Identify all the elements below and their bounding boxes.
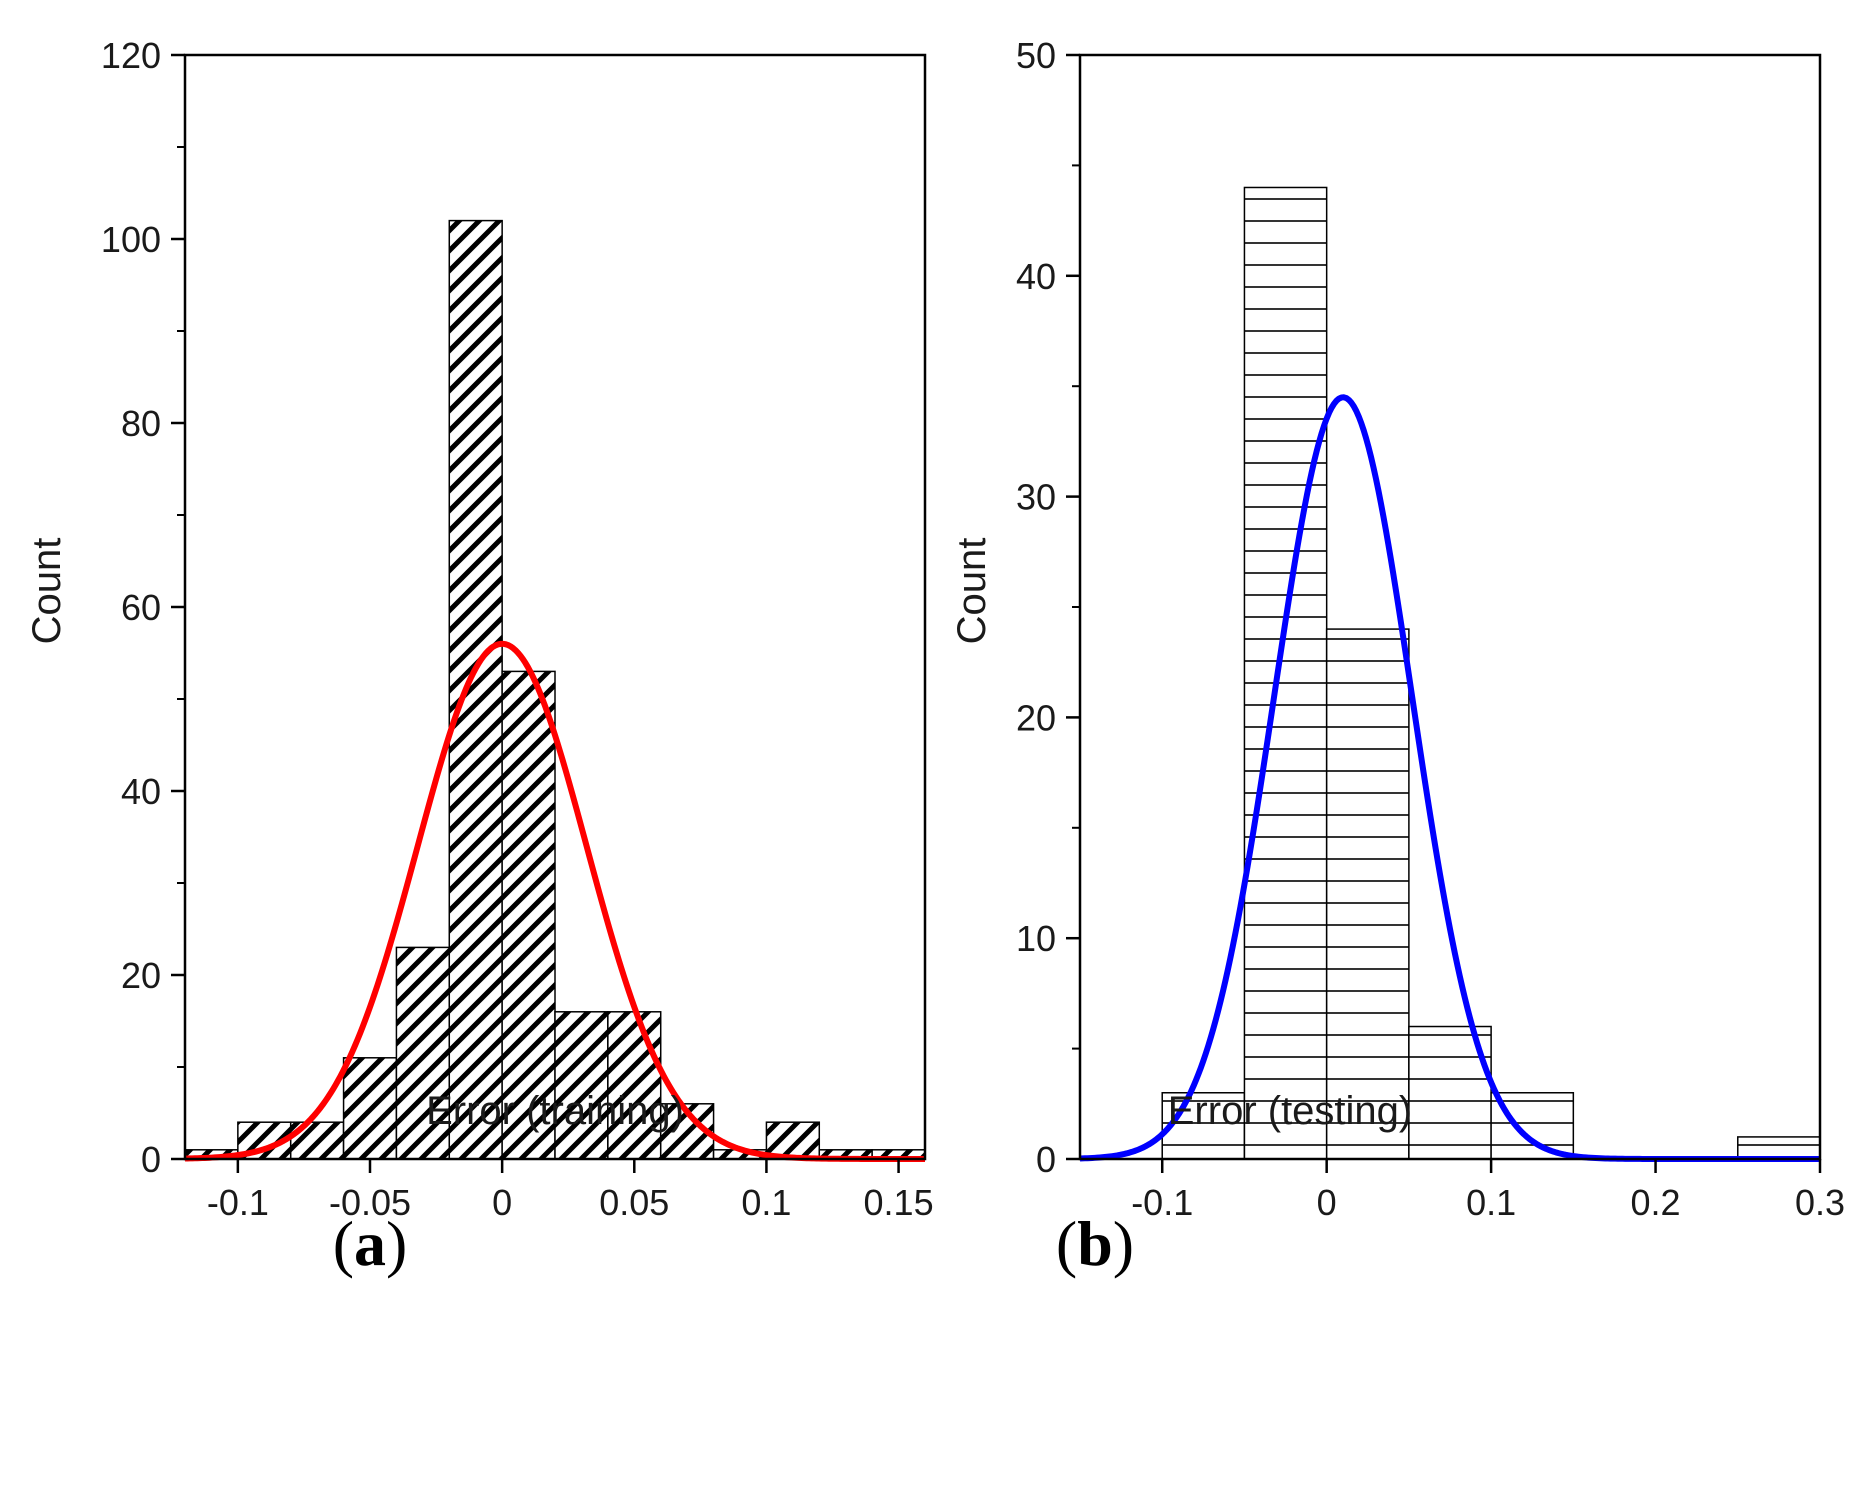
panel-a-ytick-label-5: 100 — [101, 219, 161, 260]
panel-b-xtick-label-3: 0.2 — [1631, 1182, 1681, 1223]
panel-b-xtick-label-2: 0.1 — [1466, 1182, 1516, 1223]
panel-a-xtick-label-2: 0 — [492, 1182, 512, 1223]
panel-b-xlabel: Error (testing) — [1168, 1089, 1413, 1133]
panel-b-xtick-label-4: 0.3 — [1795, 1182, 1845, 1223]
panel-a-bar-6 — [501, 670, 556, 1160]
panel-a-ytick-label-6: 120 — [101, 35, 161, 76]
panel-b-testing: 0 10 20 30 40 50 -0.1 0 0.1 0.2 0.3 Count Error (t… — [950, 35, 1845, 1279]
panel-b-bar-3 — [1408, 1025, 1492, 1160]
panel-b-ytick-label-0: 0 — [1036, 1139, 1056, 1180]
panel-a-bar-3 — [342, 1057, 398, 1160]
panel-b-bar-1 — [1243, 186, 1328, 1160]
panel-a-ytick-label-3: 60 — [121, 587, 161, 628]
panel-a-ytick-label-4: 80 — [121, 403, 161, 444]
panel-a-ytick-label-2: 40 — [121, 771, 161, 812]
panel-a-ticks: 0 20 40 60 80 100 120 -0.1 -0.05 0 0.05 0.1 0.15 — [101, 35, 934, 1223]
panel-b-xtick-label-1: 0 — [1317, 1182, 1337, 1223]
panel-b-ytick-label-3: 30 — [1016, 477, 1056, 518]
panel-b-axes — [1078, 53, 1822, 1161]
panel-a-xtick-label-4: 0.1 — [741, 1182, 791, 1223]
panel-a-ytick-label-0: 0 — [141, 1139, 161, 1180]
panel-a-ylabel: Count — [25, 538, 69, 645]
panel-a-bar-7 — [554, 1011, 609, 1160]
panel-a-bar-5 — [448, 219, 503, 1160]
panel-b-plot-frame — [1078, 53, 1822, 1161]
panel-a-label: (a) — [333, 1208, 408, 1279]
panel-a-xlabel: Error (training) — [426, 1089, 684, 1133]
panel-a-xtick-label-1: -0.05 — [329, 1182, 411, 1223]
panel-b-bar-2 — [1325, 628, 1410, 1160]
panel-b-bars — [1161, 186, 1821, 1160]
panel-b-ytick-label-2: 20 — [1016, 697, 1056, 738]
panel-b-ylabel: Count — [950, 538, 994, 645]
panel-b-ticks: 0 10 20 30 40 50 -0.1 0 0.1 0.2 0.3 — [1016, 35, 1845, 1223]
panel-b-ytick-label-1: 10 — [1016, 918, 1056, 959]
panel-a-ytick-label-1: 20 — [121, 955, 161, 996]
panel-b-ytick-label-4: 40 — [1016, 256, 1056, 297]
panel-b-label: (b) — [1056, 1208, 1134, 1279]
panel-b-bar-5 — [1737, 1136, 1821, 1160]
panel-a-training: 0 20 40 60 80 100 120 -0.1 -0.05 0 0.05 0.1 0.15 Cou… — [25, 35, 934, 1279]
panel-b-bar-0 — [1161, 1092, 1246, 1160]
panel-b-ytick-label-5: 50 — [1016, 35, 1056, 76]
panel-a-bars — [184, 219, 926, 1160]
panel-b-xtick-label-0: -0.1 — [1131, 1182, 1193, 1223]
panel-a-xtick-label-5: 0.15 — [864, 1182, 934, 1223]
panel-b-bar-4 — [1490, 1092, 1575, 1160]
panel-a-xtick-label-3: 0.05 — [599, 1182, 669, 1223]
panel-a-bar-8 — [607, 1011, 662, 1160]
panel-a-xtick-label-0: -0.1 — [207, 1182, 269, 1223]
